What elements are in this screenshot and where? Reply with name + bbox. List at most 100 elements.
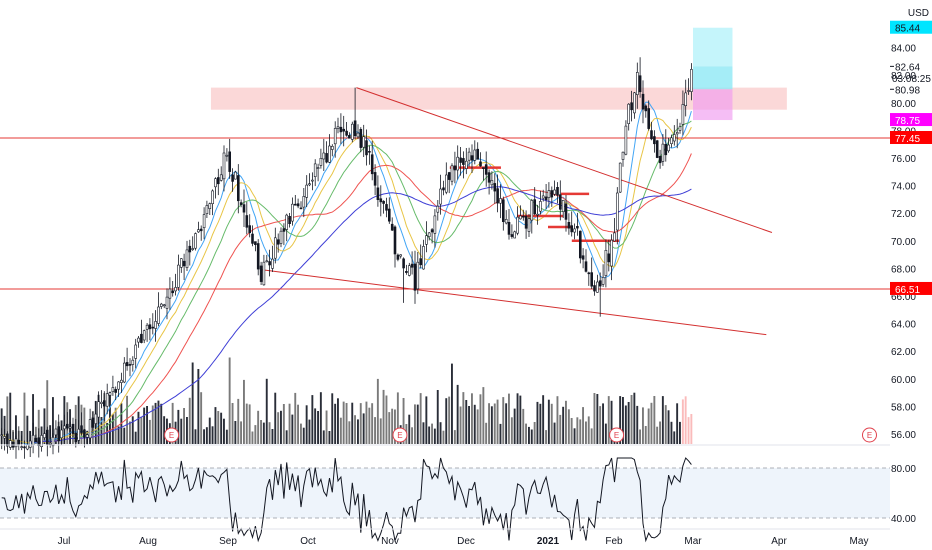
candle[interactable] — [217, 168, 220, 196]
candle[interactable] — [345, 122, 348, 137]
candle[interactable] — [382, 200, 385, 214]
candle[interactable] — [245, 201, 249, 235]
candle[interactable] — [501, 196, 505, 231]
candle[interactable] — [328, 134, 331, 164]
candle[interactable] — [308, 173, 311, 187]
candle[interactable] — [180, 258, 183, 273]
candle[interactable] — [254, 241, 257, 252]
candle[interactable] — [157, 292, 160, 327]
candle[interactable] — [385, 197, 388, 218]
candle[interactable] — [125, 347, 129, 371]
candle[interactable] — [390, 217, 394, 231]
candle[interactable] — [111, 375, 115, 396]
candle[interactable] — [97, 391, 100, 431]
candle[interactable] — [450, 163, 454, 186]
candle[interactable] — [470, 144, 474, 173]
candle[interactable] — [487, 169, 491, 195]
candle[interactable] — [197, 221, 200, 233]
candle[interactable] — [493, 173, 497, 204]
candle[interactable] — [83, 429, 86, 448]
candle[interactable] — [573, 223, 576, 240]
candle[interactable] — [208, 202, 212, 215]
candle[interactable] — [387, 197, 391, 224]
candle[interactable] — [128, 358, 132, 377]
candle[interactable] — [353, 87, 357, 140]
candle[interactable] — [547, 182, 551, 208]
candle[interactable] — [0, 428, 3, 450]
candle[interactable] — [427, 232, 431, 241]
candle[interactable] — [533, 187, 537, 216]
candles[interactable] — [0, 57, 693, 459]
candle[interactable] — [305, 175, 309, 207]
candle[interactable] — [296, 198, 300, 209]
candle[interactable] — [664, 129, 668, 162]
candle[interactable] — [519, 205, 522, 220]
time-axis[interactable]: Jul Aug Sep Oct Nov Dec 2021 Feb Mar Apr May — [58, 536, 869, 547]
candle[interactable] — [596, 274, 599, 293]
candle[interactable] — [151, 313, 155, 335]
candle[interactable] — [85, 434, 89, 445]
candle[interactable] — [536, 204, 539, 225]
candle[interactable] — [576, 212, 579, 236]
candle[interactable] — [185, 240, 189, 271]
candle[interactable] — [527, 214, 531, 237]
candle[interactable] — [476, 142, 480, 160]
candle[interactable] — [231, 168, 234, 192]
candle[interactable] — [373, 164, 377, 196]
candle[interactable] — [165, 288, 169, 320]
candle[interactable] — [496, 174, 499, 213]
candle[interactable] — [627, 103, 631, 131]
candle[interactable] — [188, 239, 192, 266]
candle[interactable] — [222, 145, 226, 192]
candle[interactable] — [174, 273, 177, 296]
candle[interactable] — [316, 163, 320, 182]
candle[interactable] — [100, 390, 103, 409]
candle[interactable] — [516, 206, 519, 236]
candle[interactable] — [40, 434, 43, 452]
candle[interactable] — [687, 78, 690, 95]
candle[interactable] — [510, 224, 514, 239]
candle[interactable] — [410, 251, 414, 275]
candle[interactable] — [490, 171, 494, 190]
rsi-line[interactable] — [1, 457, 692, 543]
candle[interactable] — [17, 426, 21, 451]
candle[interactable] — [690, 63, 693, 101]
candle[interactable] — [299, 201, 303, 210]
candle[interactable] — [578, 230, 582, 264]
candle[interactable] — [302, 188, 306, 218]
candle[interactable] — [598, 272, 602, 317]
candle[interactable] — [399, 254, 403, 259]
candle[interactable] — [462, 151, 465, 179]
candle[interactable] — [288, 213, 291, 228]
candle[interactable] — [402, 257, 405, 303]
candle[interactable] — [279, 227, 283, 248]
candle[interactable] — [134, 338, 137, 369]
candle[interactable] — [256, 239, 260, 276]
candle[interactable] — [14, 435, 18, 459]
candle[interactable] — [194, 232, 197, 251]
candle[interactable] — [205, 200, 209, 218]
candle[interactable] — [60, 424, 63, 445]
earnings-marker[interactable]: E — [164, 427, 180, 443]
candle[interactable] — [447, 171, 451, 194]
candle[interactable] — [647, 100, 651, 131]
candle[interactable] — [467, 147, 471, 167]
candle[interactable] — [251, 225, 254, 247]
candle[interactable] — [248, 214, 251, 238]
candle[interactable] — [393, 225, 397, 268]
candle[interactable] — [242, 189, 246, 228]
candle[interactable] — [368, 145, 371, 165]
candle[interactable] — [37, 428, 41, 458]
candle[interactable] — [137, 336, 140, 348]
candle[interactable] — [556, 182, 559, 204]
candle[interactable] — [570, 211, 574, 237]
candle[interactable] — [365, 129, 368, 166]
candle[interactable] — [3, 429, 6, 451]
candle[interactable] — [624, 120, 628, 156]
candle[interactable] — [615, 187, 619, 245]
candle[interactable] — [142, 329, 146, 344]
candle[interactable] — [356, 124, 360, 140]
candle[interactable] — [20, 435, 24, 451]
candle[interactable] — [541, 189, 545, 202]
